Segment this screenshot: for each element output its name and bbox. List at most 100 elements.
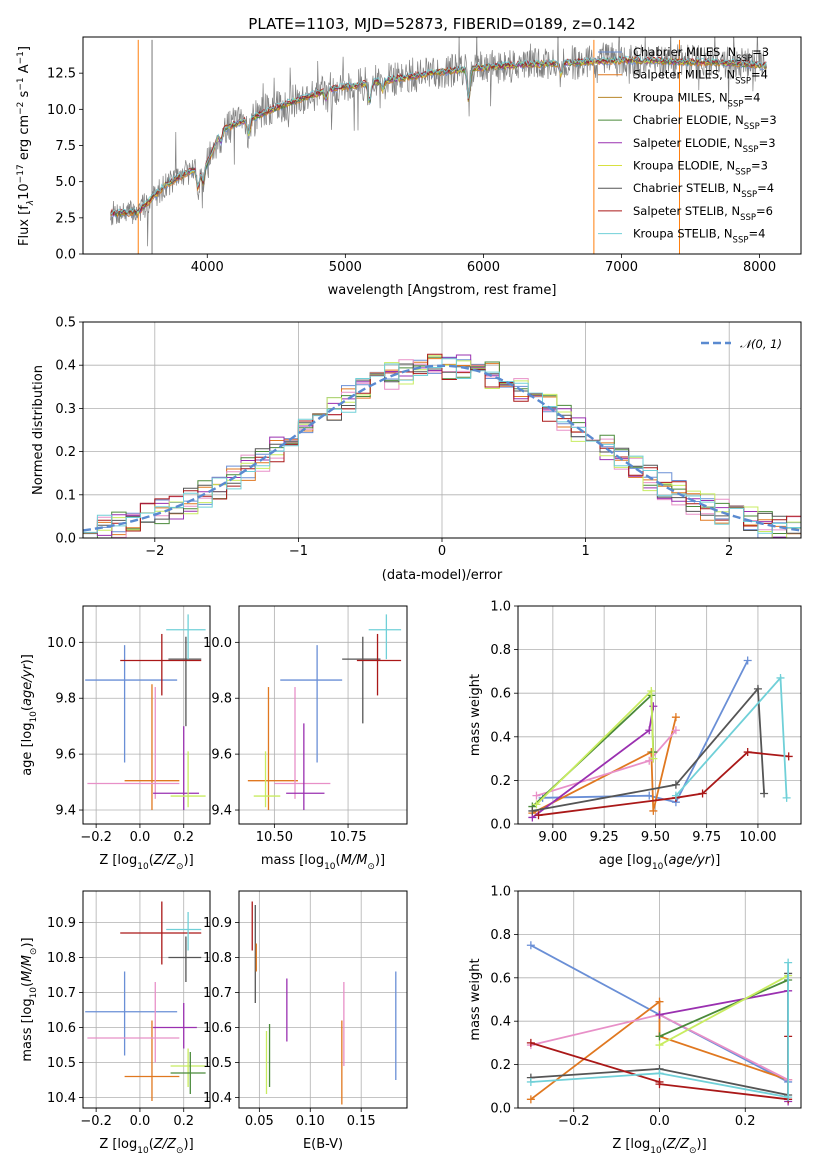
weight-point-marker bbox=[655, 997, 664, 1006]
weight-point-marker bbox=[671, 713, 680, 722]
weight-point-marker bbox=[526, 1095, 535, 1104]
y-tick-label: 0.4 bbox=[55, 359, 76, 374]
axis-label: E(B-V) bbox=[303, 1137, 343, 1152]
weight-point-marker bbox=[649, 754, 658, 763]
x-tick-label: 0.0 bbox=[649, 1114, 670, 1129]
legend-label: Chabrier ELODIE, NSSP=3 bbox=[633, 113, 777, 132]
x-tick-label: −1 bbox=[289, 544, 308, 559]
axis-label: mass weight bbox=[468, 958, 483, 1040]
y-tick-label: 10.0 bbox=[47, 103, 76, 118]
y-tick-label: 10.5 bbox=[203, 1056, 232, 1071]
weight-point-marker bbox=[671, 726, 680, 735]
y-tick-label: 10.6 bbox=[203, 1021, 232, 1036]
y-tick-label: 0.8 bbox=[490, 928, 511, 943]
weight-series-line bbox=[659, 979, 789, 1038]
x-tick-label: 9.50 bbox=[641, 830, 670, 845]
axes-frame bbox=[517, 605, 802, 825]
x-tick-label: −2 bbox=[145, 544, 164, 559]
y-tick-label: 1.0 bbox=[490, 885, 511, 900]
y-tick-label: 0.1 bbox=[55, 488, 76, 503]
axis-label: Z [log10(Z/Z⊙)] bbox=[612, 1137, 706, 1156]
weight-point-marker bbox=[753, 684, 762, 693]
y-tick-label: 9.8 bbox=[55, 692, 76, 707]
x-tick-label: 5000 bbox=[329, 260, 362, 275]
x-tick-label: 0.2 bbox=[735, 1114, 756, 1129]
x-tick-label: −0.2 bbox=[80, 1114, 112, 1129]
y-tick-label: 9.6 bbox=[55, 748, 76, 763]
y-tick-label: 10.0 bbox=[203, 636, 232, 651]
y-tick-label: 10.7 bbox=[47, 986, 76, 1001]
weight-point-marker bbox=[647, 687, 656, 696]
y-tick-label: 0.4 bbox=[490, 730, 511, 745]
x-tick-label: 1 bbox=[581, 544, 589, 559]
x-tick-label: −0.2 bbox=[80, 830, 112, 845]
weight-point-marker bbox=[655, 1010, 664, 1019]
spectrum-legend: Chabrier MILES, NSSP=3 Salpeter MILES, NS… bbox=[598, 45, 777, 246]
weight-series-line bbox=[532, 686, 765, 812]
y-tick-label: 10.7 bbox=[203, 986, 232, 1001]
axis-label: mass weight bbox=[468, 674, 483, 756]
weight-point-marker bbox=[645, 756, 654, 765]
y-tick-label: 7.5 bbox=[55, 139, 76, 154]
y-tick-label: 10.0 bbox=[47, 636, 76, 651]
weight-point-marker bbox=[760, 789, 769, 798]
y-tick-label: 0.2 bbox=[490, 774, 511, 789]
y-tick-label: 0.5 bbox=[55, 316, 76, 331]
weight-series-line bbox=[531, 716, 677, 814]
weight-point-marker bbox=[526, 1077, 535, 1086]
weight-point-marker bbox=[782, 793, 791, 802]
y-tick-label: 0.0 bbox=[490, 1102, 511, 1117]
model-spectrum-line bbox=[110, 55, 767, 215]
weight-point-marker bbox=[655, 1080, 664, 1089]
errorbars bbox=[85, 614, 206, 811]
y-tick-label: 0.4 bbox=[490, 1015, 511, 1030]
histograms bbox=[83, 353, 801, 538]
y-tick-label: 10.4 bbox=[203, 1091, 232, 1106]
weight-lines bbox=[528, 656, 793, 822]
axes-frame bbox=[82, 321, 802, 539]
y-tick-label: 10.4 bbox=[47, 1091, 76, 1106]
y-tick-label: 0.8 bbox=[490, 643, 511, 658]
weight-point-marker bbox=[655, 1069, 664, 1078]
y-tick-label: 10.9 bbox=[47, 916, 76, 931]
weight-point-marker bbox=[532, 791, 541, 800]
weight-point-marker bbox=[655, 1041, 664, 1050]
axis-label: Flux [fλ10−17 erg cm−2 s−1 A−1] bbox=[16, 46, 36, 246]
weight-point-marker bbox=[671, 780, 680, 789]
axes-frame bbox=[82, 605, 211, 825]
axes-frame bbox=[82, 890, 211, 1109]
y-tick-label: 0.0 bbox=[490, 818, 511, 833]
weight-point-marker bbox=[526, 1038, 535, 1047]
legend-label: Kroupa MILES, NSSP=4 bbox=[633, 90, 760, 109]
y-tick-label: 0.0 bbox=[55, 532, 76, 547]
y-tick-label: 0.2 bbox=[55, 445, 76, 460]
errorbars bbox=[247, 614, 402, 811]
x-tick-label: 0 bbox=[438, 544, 446, 559]
y-tick-label: 9.4 bbox=[55, 804, 76, 819]
legend-label: Salpeter STELIB, NSSP=6 bbox=[633, 204, 773, 223]
y-tick-label: 10.5 bbox=[47, 1056, 76, 1071]
y-tick-label: 9.4 bbox=[211, 804, 232, 819]
x-tick-label: 0.0 bbox=[130, 830, 151, 845]
x-tick-label: 6000 bbox=[467, 260, 500, 275]
errorbars bbox=[85, 901, 206, 1101]
y-tick-label: 1.0 bbox=[490, 600, 511, 615]
weight-point-marker bbox=[534, 811, 543, 820]
errorbars bbox=[251, 901, 397, 1105]
y-tick-label: 0.6 bbox=[490, 971, 511, 986]
axes-frame bbox=[238, 890, 408, 1109]
x-tick-label: −0.2 bbox=[558, 1114, 590, 1129]
axis-label: mass [log10(M/M⊙)] bbox=[20, 937, 39, 1061]
figure-title: PLATE=1103, MJD=52873, FIBERID=0189, z=0… bbox=[248, 15, 635, 33]
y-tick-label: 12.5 bbox=[47, 67, 76, 82]
residual-panel: −2 −1 0 1 2 0.0 0.1 0.2 0.3 0.4 0.5 𝒩(0, 1) (data-mo… bbox=[31, 316, 802, 583]
y-tick-label: 10.9 bbox=[203, 916, 232, 931]
axis-label: mass [log10(M/M⊙)] bbox=[261, 853, 385, 872]
x-tick-label: 7000 bbox=[605, 260, 638, 275]
weight-point-marker bbox=[776, 673, 785, 682]
weight-vs-Z-panel: −0.2 0.0 0.2 0.0 0.2 0.4 0.6 0.8 1.0 Z [log10(Z/Z… bbox=[468, 885, 802, 1156]
axis-label: Z [log10(Z/Z⊙)] bbox=[99, 853, 193, 872]
y-tick-label: 9.6 bbox=[211, 748, 232, 763]
axis-label: age [log10(age/yr)] bbox=[599, 853, 721, 872]
